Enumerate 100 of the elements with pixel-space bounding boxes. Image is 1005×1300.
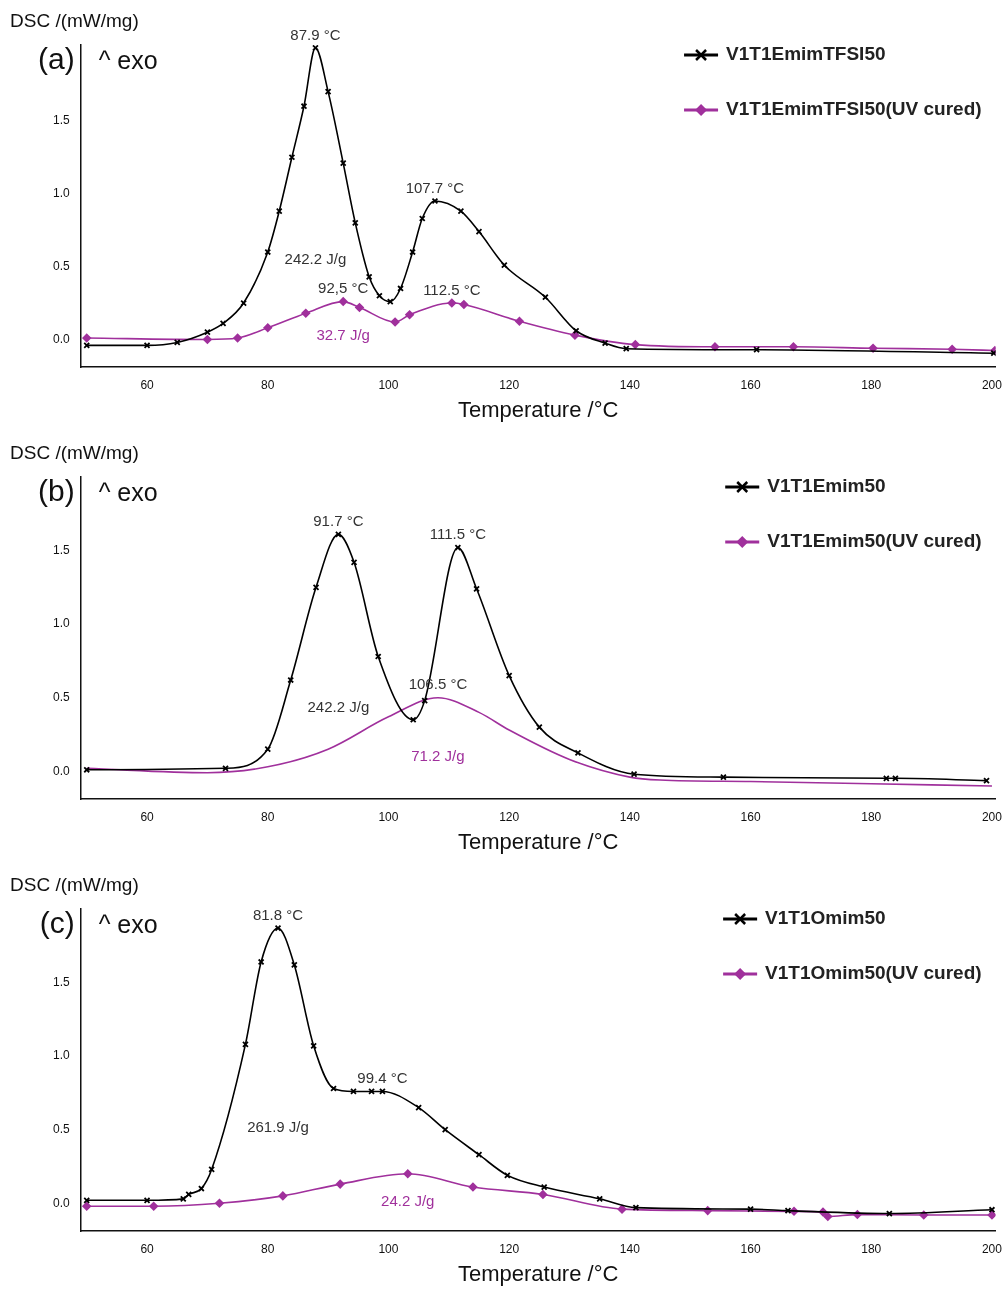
point xyxy=(355,303,364,312)
annotation: ^ exo xyxy=(98,46,158,74)
x-tick-label: 140 xyxy=(619,809,641,824)
x-tick-label: 120 xyxy=(499,809,520,824)
y-tick-label: 0.0 xyxy=(52,1195,70,1210)
y-tick-label: 1.0 xyxy=(52,186,70,201)
point xyxy=(947,344,957,354)
x-tick-label: 120 xyxy=(499,377,520,392)
x-tick-label: 80 xyxy=(261,809,275,824)
point xyxy=(418,215,426,222)
point xyxy=(368,1088,375,1095)
legend-label: V1T1EmimTFSI50 xyxy=(726,43,886,65)
annotation: 71.2 J/g xyxy=(411,746,465,764)
x-tick-label: 140 xyxy=(619,377,641,392)
point xyxy=(82,333,92,343)
legend-label: V1T1EmimTFSI50(UV cured) xyxy=(726,98,982,120)
x-tick-label: 80 xyxy=(261,1241,275,1256)
point xyxy=(350,1088,357,1095)
x-tick-label: 180 xyxy=(861,809,882,824)
y-tick-label: 1.0 xyxy=(52,616,70,631)
y-tick-label: 1.5 xyxy=(52,113,70,128)
x-tick-label: 100 xyxy=(378,809,399,824)
point xyxy=(601,339,609,347)
point xyxy=(397,285,404,292)
y-tick-label: 1.5 xyxy=(52,542,70,557)
x-tick-label: 80 xyxy=(261,377,275,392)
annotation: 24.2 J/g xyxy=(381,1192,435,1210)
point xyxy=(222,764,229,772)
point xyxy=(335,1179,345,1189)
point xyxy=(208,1166,216,1173)
x-tick-label: 60 xyxy=(140,809,155,824)
point xyxy=(274,924,282,932)
annotation: 112.5 °C xyxy=(423,280,481,298)
y-tick-label: 0.5 xyxy=(52,258,70,273)
y-tick-label: 1.5 xyxy=(52,974,70,989)
legend-label: V1T1Omim50(UV cured) xyxy=(765,962,982,984)
point xyxy=(300,102,308,110)
point xyxy=(278,1191,288,1201)
x-tick-label: 180 xyxy=(861,377,882,392)
x-tick-label: 160 xyxy=(740,1241,761,1256)
point xyxy=(242,1040,249,1048)
point xyxy=(233,333,242,343)
point xyxy=(630,340,640,349)
point xyxy=(405,310,414,320)
annotation: 92,5 °C xyxy=(318,279,369,297)
chart-title: (b) xyxy=(38,474,75,507)
point xyxy=(538,1190,548,1199)
point xyxy=(710,342,720,352)
point xyxy=(885,1210,893,1217)
point xyxy=(540,1183,548,1191)
point xyxy=(447,298,457,308)
annotation: 91.7 °C xyxy=(313,512,364,530)
point xyxy=(338,297,348,306)
annotation: ^ exo xyxy=(98,910,158,938)
x-tick-label: 100 xyxy=(378,1241,399,1256)
legend-label: V1T1Emim50 xyxy=(767,475,886,497)
x-tick-label: 100 xyxy=(378,377,399,392)
x-tick-label: 140 xyxy=(619,1241,641,1256)
point xyxy=(379,1088,386,1095)
point xyxy=(149,1201,159,1211)
annotation: 99.4 °C xyxy=(357,1069,408,1087)
y-axis-title: DSC /(mW/mg) xyxy=(10,10,139,31)
point xyxy=(335,531,342,538)
annotation: ^ exo xyxy=(98,478,158,506)
x-axis-title: Temperature /°C xyxy=(457,828,619,854)
point xyxy=(459,300,469,309)
point xyxy=(468,1182,478,1192)
point xyxy=(987,1210,996,1220)
x-axis-title: Temperature /°C xyxy=(457,396,619,422)
point xyxy=(515,316,524,326)
x-tick-label: 160 xyxy=(740,377,761,392)
point xyxy=(203,335,212,344)
chart-title: (a) xyxy=(38,42,75,75)
y-axis-title: DSC /(mW/mg) xyxy=(10,874,139,895)
point xyxy=(823,1212,833,1221)
y-tick-label: 1.0 xyxy=(52,1048,70,1063)
annotation: 107.7 °C xyxy=(405,178,465,196)
point xyxy=(789,342,798,352)
point xyxy=(330,1085,337,1092)
y-tick-label: 0.0 xyxy=(52,763,70,778)
annotation: 242.2 J/g xyxy=(284,249,347,267)
point xyxy=(617,1204,627,1214)
annotation: 87.9 °C xyxy=(290,25,341,43)
point xyxy=(415,1104,423,1111)
annotation: 261.9 J/g xyxy=(247,1118,309,1136)
point xyxy=(82,1201,92,1211)
x-tick-label: 160 xyxy=(740,809,761,824)
y-tick-label: 0.0 xyxy=(52,331,70,346)
x-tick-label: 200 xyxy=(981,377,1003,392)
point xyxy=(198,1185,205,1192)
x-tick-label: 60 xyxy=(140,1241,155,1256)
point xyxy=(403,1169,413,1179)
point xyxy=(257,958,265,966)
x-tick-label: 120 xyxy=(499,1241,520,1256)
y-tick-label: 0.5 xyxy=(52,690,70,704)
point xyxy=(574,749,582,757)
chart-title: (c) xyxy=(39,906,75,939)
point xyxy=(263,323,273,333)
x-tick-label: 200 xyxy=(981,809,1003,824)
annotation: 111.5 °C xyxy=(429,525,487,543)
